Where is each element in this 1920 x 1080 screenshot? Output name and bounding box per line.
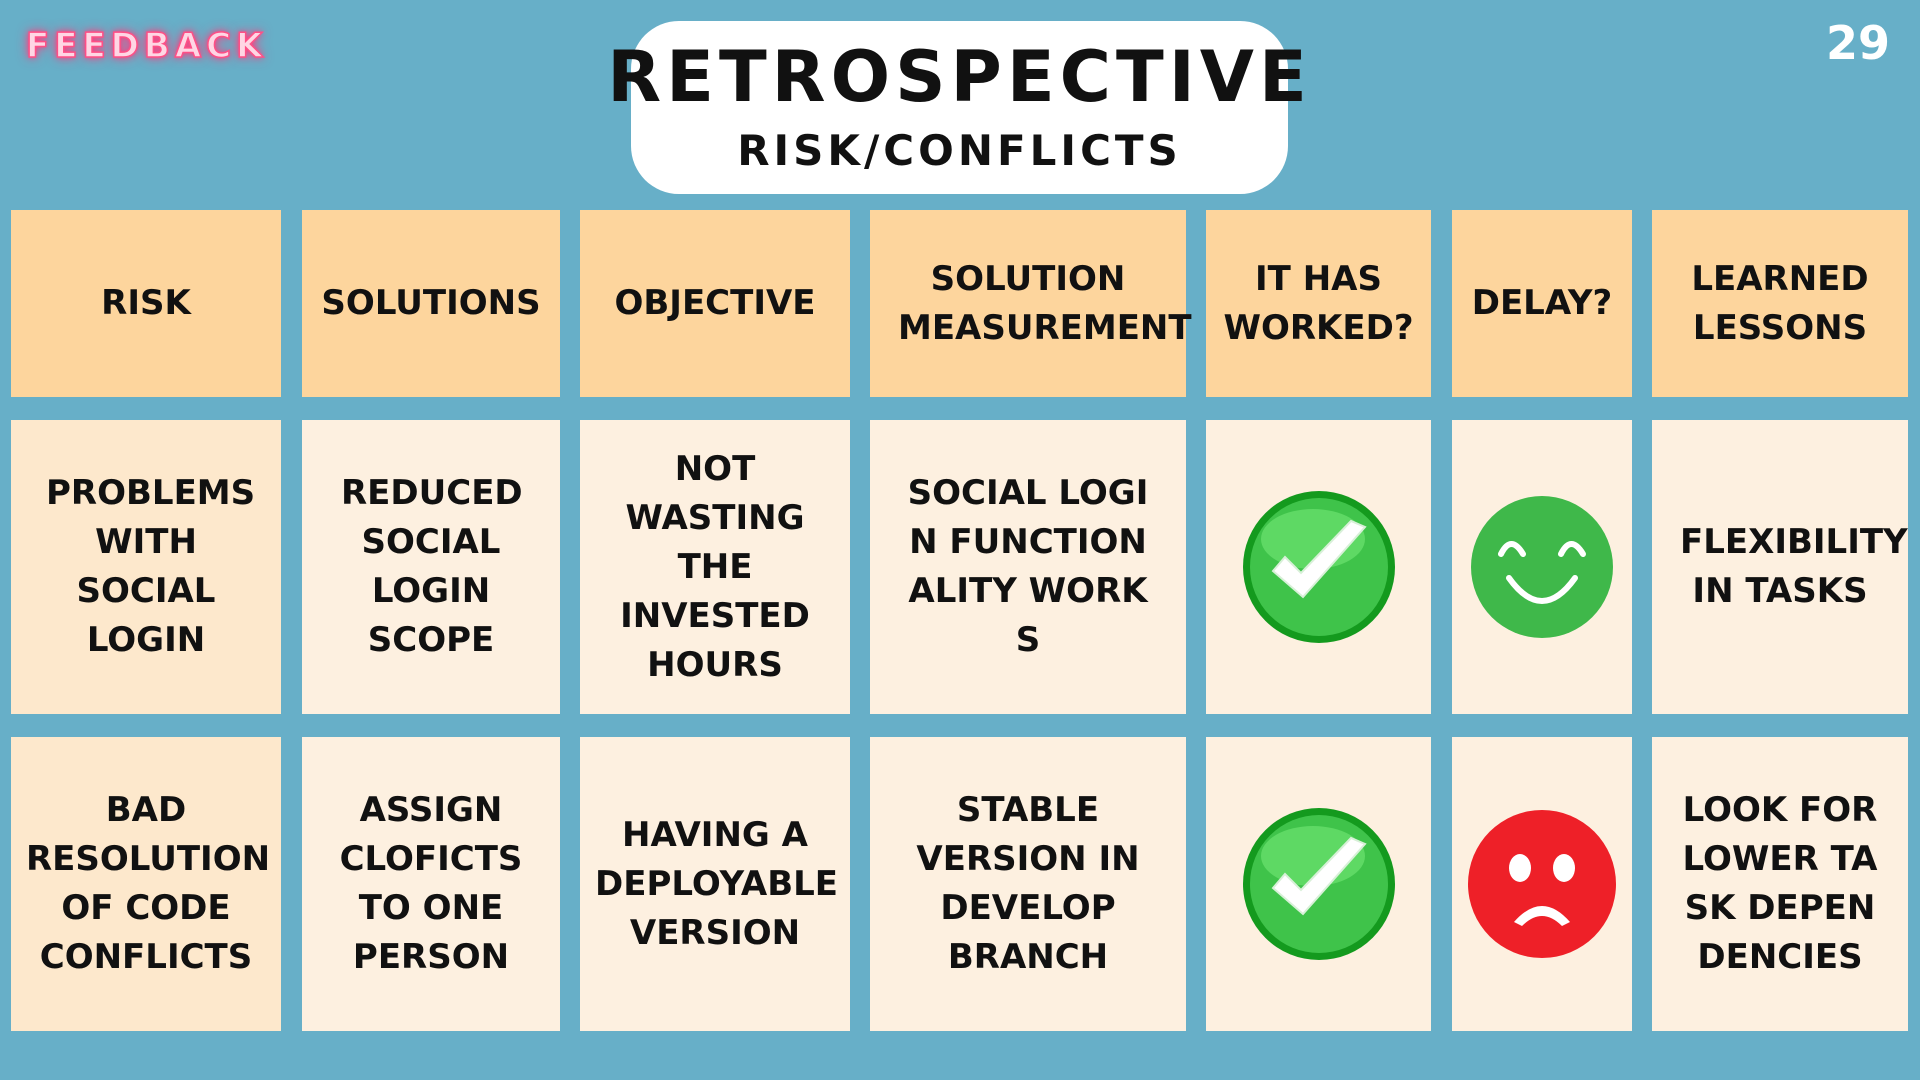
row2-lessons: LOOK FOR LOWER TASK DEPENDENCIES (1652, 737, 1908, 1031)
page-number: 29 (1825, 16, 1890, 70)
row1-objective: NOT WASTING THE INVESTED HOURS (580, 420, 850, 714)
row1-measurement: SOCIAL LOGIN FUNCTIONALITY WORKS (870, 420, 1186, 714)
brand-logo-text: FEEDBACK (25, 25, 268, 67)
header-solutions-label: SOLUTIONS (321, 283, 541, 323)
header-it-has-worked-label: IT HAS WORKED? (1223, 258, 1414, 348)
header-solutions: SOLUTIONS (302, 210, 560, 397)
header-delay-label: DELAY? (1471, 283, 1613, 323)
row1-delay (1452, 420, 1632, 714)
green-checkmark-icon (1242, 491, 1395, 643)
header-risk: RISK (11, 210, 281, 397)
header-risk-label: RISK (101, 283, 191, 323)
header-learned-lessons-label: LEARNED LESSONS (1691, 258, 1869, 348)
row1-lessons: FLEXIBILITY IN TASKS (1652, 420, 1908, 714)
row1-objective-text: NOT WASTING THE INVESTED HOURS (620, 448, 810, 685)
row1-risk-text: PROBLEMS WITH SOCIAL LOGIN (46, 473, 256, 660)
header-delay: DELAY? (1452, 210, 1632, 397)
header-objective-label: OBJECTIVE (614, 283, 816, 323)
row2-measurement-text: STABLE VERSION IN DEVELOP BRANCH (916, 790, 1140, 977)
row1-solutions: REDUCED SOCIAL LOGIN SCOPE (302, 420, 560, 714)
green-checkmark-icon (1242, 808, 1395, 960)
row2-measurement: STABLE VERSION IN DEVELOP BRANCH (870, 737, 1186, 1031)
page-subtitle: RISK/CONFLICTS (737, 125, 1182, 175)
row2-risk-text: BAD RESOLUTION OF CODE CONFLICTS (26, 790, 271, 977)
row2-solutions-text: ASSIGN CLOFICTS TO ONE PERSON (339, 790, 523, 977)
row2-lessons-text: LOOK FOR LOWER TASK DEPENDENCIES (1682, 790, 1878, 977)
row1-risk: PROBLEMS WITH SOCIAL LOGIN (11, 420, 281, 714)
row2-objective-text: HAVING A DEPLOYABLE VERSION (595, 814, 838, 953)
header-it-has-worked: IT HAS WORKED? (1206, 210, 1431, 397)
header-learned-lessons: LEARNED LESSONS (1652, 210, 1908, 397)
header-solution-measurement-label: SOLUTION MEASUREMENT (898, 258, 1192, 348)
happy-face-icon (1471, 496, 1613, 638)
page-title: RETROSPECTIVE (607, 35, 1312, 118)
row2-objective: HAVING A DEPLOYABLE VERSION (580, 737, 850, 1031)
row1-solutions-text: REDUCED SOCIAL LOGIN SCOPE (341, 473, 523, 660)
row1-worked (1206, 420, 1431, 714)
row2-solutions: ASSIGN CLOFICTS TO ONE PERSON (302, 737, 560, 1031)
row2-delay (1452, 737, 1632, 1031)
sad-face-icon (1468, 810, 1616, 958)
row2-worked (1206, 737, 1431, 1031)
header-solution-measurement: SOLUTION MEASUREMENT (870, 210, 1192, 397)
row1-lessons-text: FLEXIBILITY IN TASKS (1680, 522, 1908, 611)
title-card: RETROSPECTIVE RISK/CONFLICTS (607, 21, 1307, 194)
header-objective: OBJECTIVE (580, 210, 850, 397)
row2-risk: BAD RESOLUTION OF CODE CONFLICTS (11, 737, 281, 1031)
row1-measurement-text: SOCIAL LOGIN FUNCTIONALITY WORKS (907, 473, 1149, 660)
